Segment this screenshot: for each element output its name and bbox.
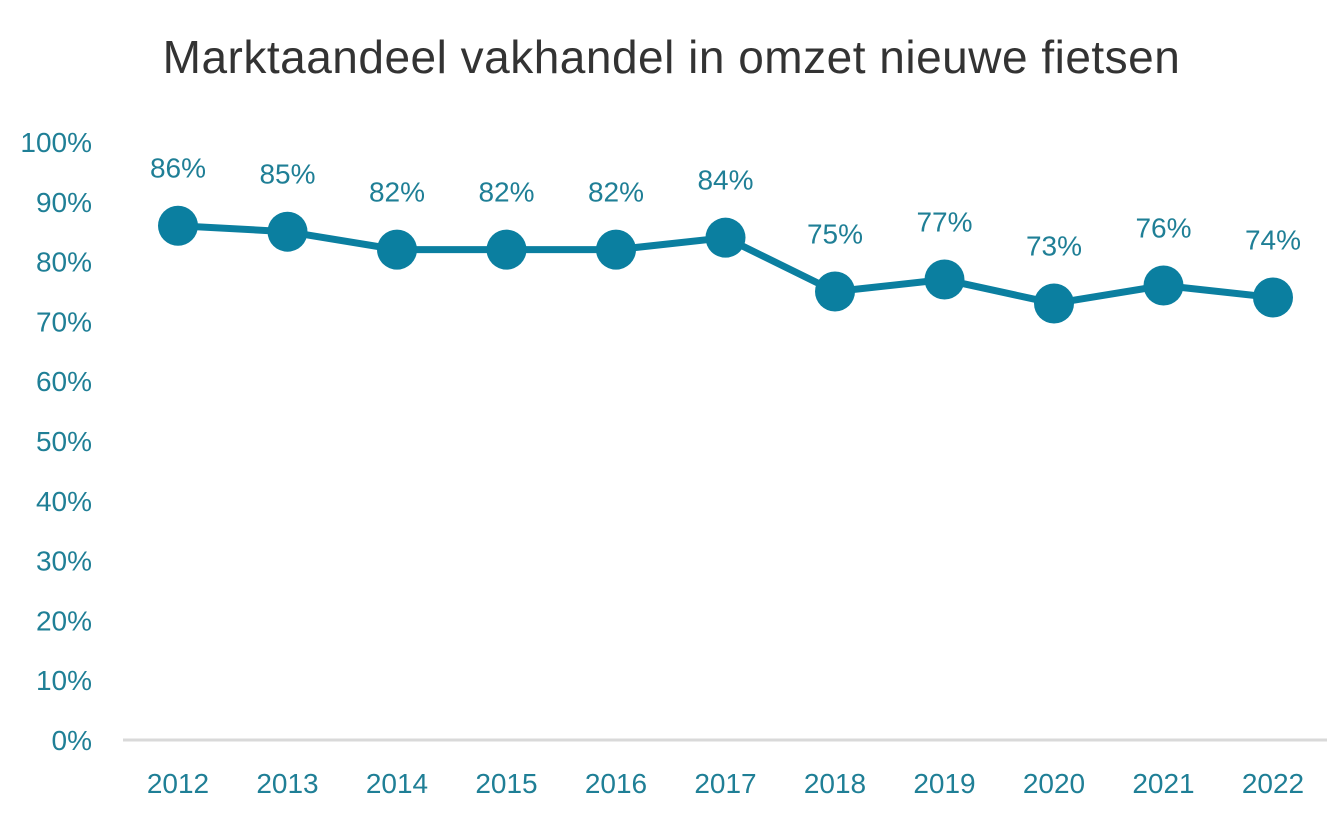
data-value-label: 82%	[588, 177, 644, 208]
y-tick-label: 30%	[36, 546, 92, 577]
y-tick-label: 20%	[36, 605, 92, 636]
y-tick-label: 90%	[36, 187, 92, 218]
x-tick-label: 2022	[1242, 768, 1304, 799]
data-value-label: 84%	[697, 165, 753, 196]
y-tick-label: 100%	[20, 127, 92, 158]
data-point	[815, 271, 855, 312]
data-value-label: 77%	[916, 207, 972, 238]
data-points	[158, 205, 1293, 324]
data-value-label: 82%	[478, 177, 534, 208]
data-value-label: 76%	[1135, 213, 1191, 244]
data-point	[924, 259, 965, 300]
data-value-label: 86%	[150, 153, 206, 184]
y-tick-label: 80%	[36, 247, 92, 278]
data-value-label: 75%	[807, 219, 863, 250]
x-tick-label: 2020	[1023, 768, 1085, 799]
data-value-label: 82%	[369, 177, 425, 208]
data-point	[705, 217, 746, 258]
data-value-labels: 86% 85% 82% 82% 82% 84% 75% 77% 73% 76% 74%	[150, 153, 1301, 262]
x-tick-label: 2014	[366, 768, 428, 799]
y-tick-label: 50%	[36, 426, 92, 457]
x-tick-label: 2012	[147, 768, 209, 799]
data-point	[267, 211, 308, 252]
chart-title: Marktaandeel vakhandel in omzet nieuwe f…	[162, 31, 1181, 83]
x-tick-label: 2021	[1132, 768, 1194, 799]
x-tick-label: 2019	[913, 768, 975, 799]
x-tick-label: 2016	[585, 768, 647, 799]
x-tick-label: 2018	[804, 768, 866, 799]
y-axis-tick-labels: 0% 10% 20% 30% 40% 50% 60% 70% 80% 90% 100%	[20, 127, 92, 756]
data-point	[1143, 265, 1184, 306]
data-point	[1034, 283, 1074, 324]
data-point	[486, 229, 527, 270]
y-tick-label: 0%	[52, 725, 92, 756]
data-value-label: 74%	[1245, 224, 1301, 255]
x-tick-label: 2017	[694, 768, 756, 799]
data-point	[377, 229, 417, 270]
y-tick-label: 10%	[36, 665, 92, 696]
x-tick-label: 2015	[475, 768, 537, 799]
x-axis-tick-labels: 2012 2013 2014 2015 2016 2017 2018 2019 2020 2021…	[147, 768, 1304, 799]
y-tick-label: 60%	[36, 366, 92, 397]
data-point	[1253, 277, 1293, 318]
data-point	[596, 229, 636, 270]
x-tick-label: 2013	[256, 768, 318, 799]
data-value-label: 85%	[259, 159, 315, 190]
y-tick-label: 40%	[36, 486, 92, 517]
data-value-label: 73%	[1026, 230, 1082, 261]
y-tick-label: 70%	[36, 306, 92, 337]
data-point	[158, 205, 198, 246]
